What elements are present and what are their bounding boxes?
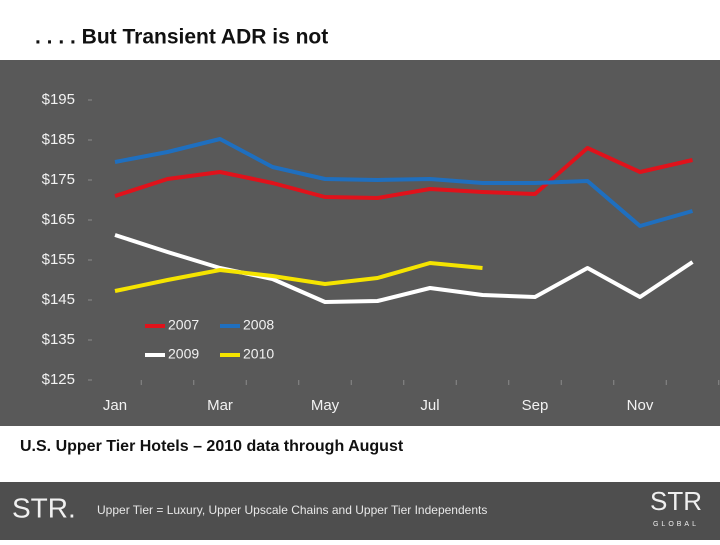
y-tick-label: $165 — [42, 211, 75, 228]
logo-right: STR — [650, 486, 702, 516]
footnote: Upper Tier = Luxury, Upper Upscale Chain… — [97, 503, 487, 517]
line-series — [114, 233, 694, 304]
caption: U.S. Upper Tier Hotels – 2010 data throu… — [20, 438, 404, 455]
footer-background — [0, 482, 720, 540]
line-series — [114, 137, 694, 228]
legend-label: 2010 — [243, 346, 274, 362]
y-tick-label: $185 — [42, 131, 75, 148]
y-tick-label: $155 — [42, 251, 75, 268]
x-tick-label: Jul — [420, 397, 439, 414]
x-tick-label: Nov — [627, 397, 654, 414]
y-tick-label: $135 — [42, 331, 75, 348]
legend-label: 2008 — [243, 317, 274, 333]
line-series — [114, 261, 483, 293]
chart-background — [0, 60, 720, 426]
y-tick-label: $125 — [42, 371, 75, 388]
legend-label: 2009 — [168, 346, 199, 362]
x-tick-label: May — [311, 397, 340, 414]
logo-left: STR. — [12, 492, 76, 523]
y-tick-label: $195 — [42, 91, 75, 108]
x-tick-label: Jan — [103, 397, 127, 414]
x-tick-label: Sep — [522, 397, 549, 414]
x-tick-label: Mar — [207, 397, 233, 414]
line-series — [114, 146, 693, 200]
legend-label: 2007 — [168, 317, 199, 333]
chart-title: . . . . But Transient ADR is not — [35, 26, 328, 49]
y-tick-label: $175 — [42, 171, 75, 188]
y-tick-label: $145 — [42, 291, 75, 308]
logo-right-sub: GLOBAL — [653, 521, 699, 528]
